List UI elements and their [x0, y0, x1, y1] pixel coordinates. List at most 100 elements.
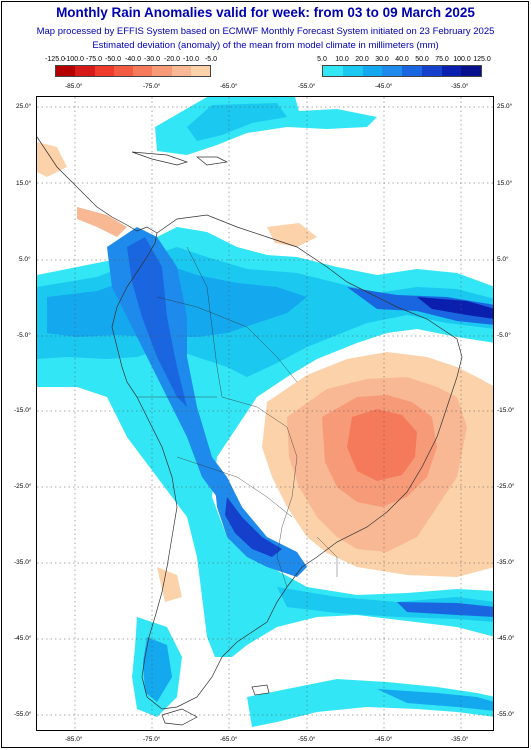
lat-label-left: 5.0° — [19, 256, 31, 263]
anomaly-map[interactable] — [37, 97, 494, 731]
coastline-south-america — [111, 214, 463, 710]
coastline-hispaniola — [196, 156, 229, 166]
wet-anomaly-fields — [37, 97, 493, 727]
lat-label-left: -15.0° — [14, 407, 32, 414]
legend-negative-label: -40.0 — [125, 56, 141, 63]
coastline-tierra-del-fuego — [161, 708, 198, 726]
legend-positive-label: 20.0 — [355, 56, 369, 63]
legend-negative-swatch — [56, 66, 76, 76]
wet-area-southern-ocean — [247, 679, 493, 727]
legend-positive-swatch — [382, 66, 402, 76]
dry-anomaly-fields — [37, 142, 493, 602]
legend-negative-colorbar — [55, 65, 211, 77]
lat-label-right: 15.0° — [497, 180, 513, 187]
wet-area-atlantic-equator — [347, 287, 493, 325]
legend-positive-colorbar — [322, 65, 482, 77]
wet-area-argentina-core — [225, 497, 282, 557]
map-subtitle-units: Estimated deviation (anomaly) of the mea… — [92, 40, 439, 51]
legend-negative-label: -5.0 — [204, 56, 218, 63]
legend-negative-label: -50.0 — [105, 56, 121, 63]
legend-negative-label: -125.0 — [45, 56, 65, 63]
dry-area-south-chile — [157, 567, 182, 602]
legend-negative-label: -30.0 — [144, 56, 160, 63]
lat-label-left: 15.0° — [16, 180, 32, 187]
map-title: Monthly Rain Anomalies valid for week: f… — [56, 5, 475, 20]
legend-positive: 5.0 10.0 20.0 30.0 40.0 50.0 75.0 100.0 … — [317, 56, 491, 78]
legend-negative-label: -100.0 — [64, 56, 84, 63]
coastlines — [37, 136, 463, 726]
lon-label-top: -85.0° — [65, 83, 83, 90]
legend-positive-label: 100.0 — [453, 56, 471, 63]
lat-label-right: -15.0° — [497, 407, 515, 414]
coastline-cuba — [131, 151, 189, 166]
legend-positive-label: 50.0 — [415, 56, 429, 63]
lon-label-bottom: -85.0° — [65, 736, 83, 743]
legend-negative-swatch — [171, 66, 191, 76]
lon-label-bottom: -65.0° — [220, 736, 238, 743]
legend-negative-swatch — [94, 66, 114, 76]
wet-area-south-atlantic-core — [397, 602, 493, 617]
legend-negative-label: -75.0 — [86, 56, 102, 63]
wet-area-atlantic-core — [417, 297, 493, 319]
legend-negative-swatch — [113, 66, 133, 76]
lon-label-bottom: -45.0° — [375, 736, 393, 743]
lon-label-top: -45.0° — [375, 83, 393, 90]
map-subtitle-process: Map processed by EFFIS System based on E… — [36, 26, 495, 37]
lat-label-left: -35.0° — [14, 559, 32, 566]
lat-label-right: -45.0° — [497, 635, 515, 642]
legend-positive-label: 30.0 — [375, 56, 389, 63]
legend-positive-label: 75.0 — [435, 56, 449, 63]
lat-label-left: -45.0° — [14, 635, 32, 642]
coastline-central-america — [37, 136, 158, 234]
wet-area-southern-ocean-inner — [377, 689, 493, 711]
legend-negative-swatch — [152, 66, 172, 76]
coastline-falklands — [251, 684, 270, 696]
lat-label-right: -25.0° — [497, 483, 515, 490]
lat-label-left: -55.0° — [14, 711, 32, 718]
lon-label-bottom: -75.0° — [143, 736, 161, 743]
legend-positive-label: 10.0 — [335, 56, 349, 63]
wet-area-andes-core — [127, 237, 187, 407]
legend-negative-swatch — [190, 66, 210, 76]
country-borders — [137, 246, 338, 588]
legend-negative-swatch — [75, 66, 95, 76]
lon-label-top: -35.0° — [451, 83, 469, 90]
lon-label-top: -75.0° — [143, 83, 161, 90]
lat-label-right: -5.0° — [497, 332, 511, 339]
legend-negative-label: -10.0 — [183, 56, 199, 63]
legend-negative-labels: -125.0 -100.0 -75.0 -50.0 -40.0 -30.0 -2… — [45, 56, 217, 64]
legend-negative: -125.0 -100.0 -75.0 -50.0 -40.0 -30.0 -2… — [45, 56, 217, 78]
wet-area-caribbean-inner — [187, 103, 287, 141]
legend-positive-swatch — [362, 66, 383, 76]
legend-positive-label: 125.0 — [473, 56, 491, 63]
legend-positive-swatch — [441, 66, 462, 76]
wet-area-patagonia-inner — [143, 637, 172, 702]
lat-label-right: 25.0° — [497, 103, 513, 110]
lat-label-left: -25.0° — [14, 483, 32, 490]
legend-positive-label: 5.0 — [317, 56, 327, 63]
legend-positive-labels: 5.0 10.0 20.0 30.0 40.0 50.0 75.0 100.0 … — [317, 56, 491, 64]
lon-label-bottom: -55.0° — [298, 736, 316, 743]
dry-area-brazil-core — [347, 409, 417, 481]
legend-positive-swatch — [402, 66, 422, 76]
lat-label-left: 25.0° — [16, 103, 32, 110]
lat-label-right: -35.0° — [497, 559, 515, 566]
legend-positive-swatch — [323, 66, 343, 76]
lon-label-top: -65.0° — [220, 83, 238, 90]
dry-area-central-america — [77, 207, 127, 237]
lon-label-bottom: -35.0° — [451, 736, 469, 743]
legend-negative-swatch — [133, 66, 153, 76]
legend-positive-swatch — [461, 66, 481, 76]
dry-area-caribbean-east — [267, 223, 317, 247]
legend-positive-swatch — [342, 66, 363, 76]
lon-label-top: -55.0° — [298, 83, 316, 90]
map-panel[interactable] — [36, 96, 494, 731]
legend-negative-label: -20.0 — [164, 56, 180, 63]
lat-label-left: -5.0° — [17, 332, 31, 339]
legend-positive-label: 40.0 — [395, 56, 409, 63]
legend-positive-swatch — [421, 66, 442, 76]
lat-label-right: -55.0° — [497, 711, 515, 718]
wet-area-argentina — [212, 457, 307, 577]
lat-label-right: 5.0° — [497, 256, 509, 263]
